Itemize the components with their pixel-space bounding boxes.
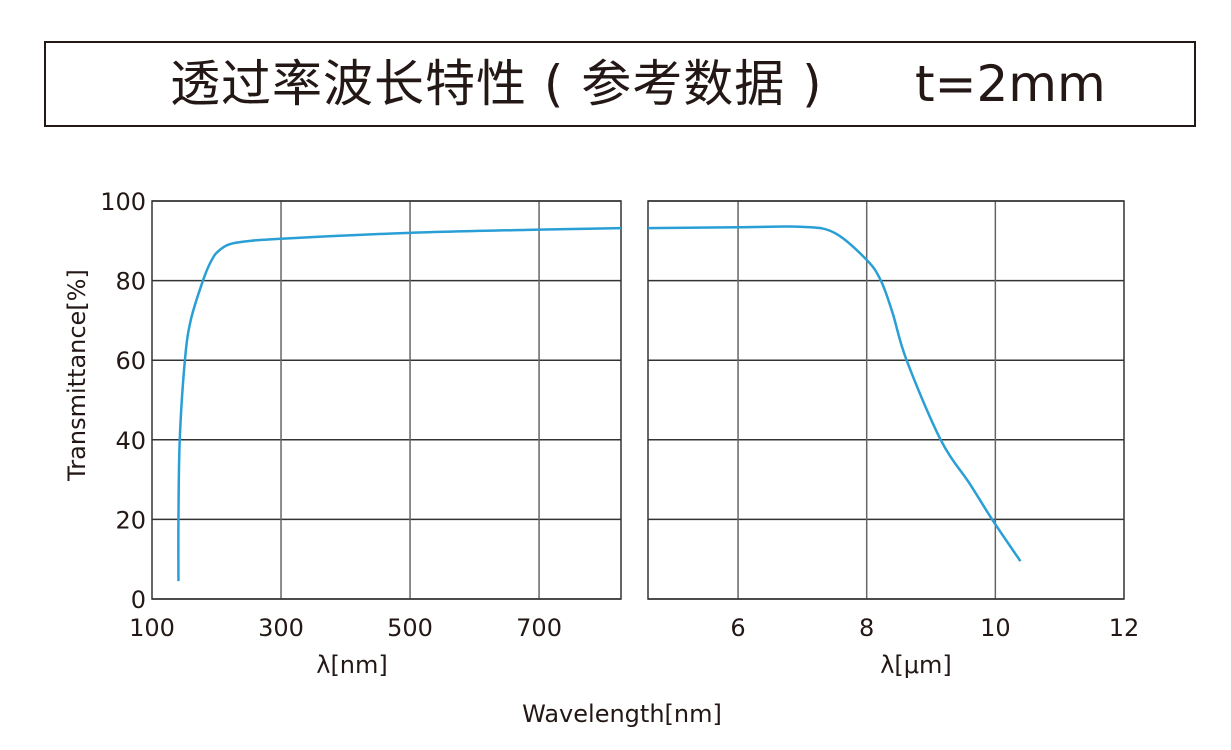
x-tick-label: 300 <box>258 614 304 642</box>
title-box <box>44 41 1196 127</box>
thickness-label: t=2mm <box>915 55 1106 113</box>
x-tick-label: 10 <box>980 614 1011 642</box>
y-tick-label: 80 <box>115 268 146 296</box>
plot-frame <box>151 200 622 600</box>
x-tick-label: 500 <box>387 614 433 642</box>
x-axis-label-um: λ[μm] <box>880 651 952 679</box>
transmittance-curve <box>177 226 622 582</box>
x-tick-label: 100 <box>129 614 175 642</box>
x-tick-label: 6 <box>730 614 745 642</box>
y-tick-label: 0 <box>131 586 146 614</box>
y-tick-label: 60 <box>115 347 146 375</box>
x-tick-label: 8 <box>859 614 874 642</box>
y-tick-label: 40 <box>115 427 146 455</box>
plot-frame <box>647 200 1125 600</box>
shared-x-axis-label: Wavelength[nm] <box>522 700 722 728</box>
x-axis-label-nm: λ[nm] <box>316 651 388 679</box>
y-tick-label: 100 <box>100 188 146 216</box>
chart-title: 透过率波长特性 ( 参考数据 ) <box>170 55 823 113</box>
y-axis-label: Transmittance[%] <box>63 269 91 482</box>
transmittance-curve <box>647 225 1022 562</box>
y-tick-label: 20 <box>115 506 146 534</box>
x-tick-label: 700 <box>516 614 562 642</box>
x-tick-label: 12 <box>1109 614 1140 642</box>
